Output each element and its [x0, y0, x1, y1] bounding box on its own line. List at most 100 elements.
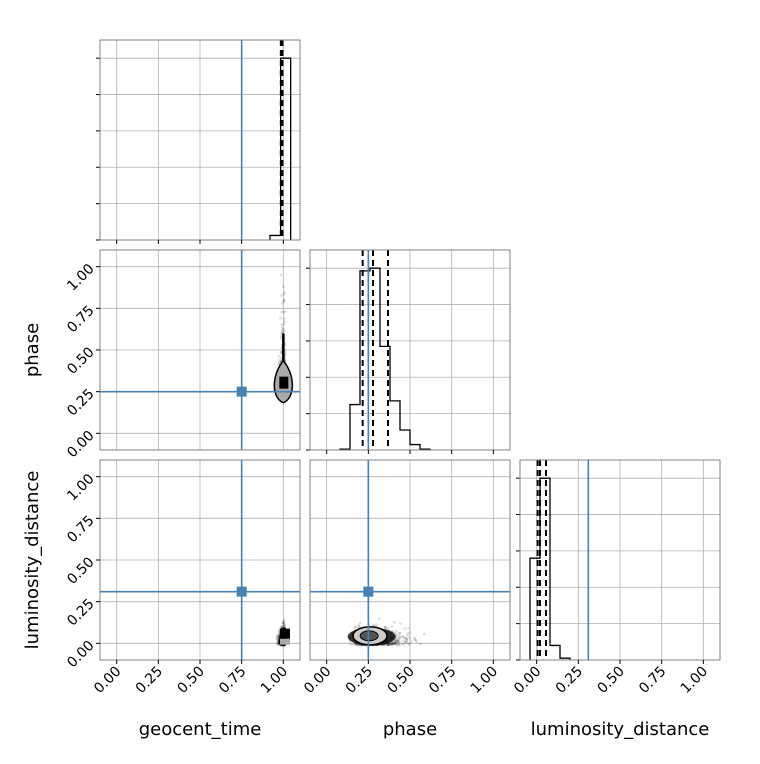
sample-point: [277, 631, 281, 635]
sample-point: [394, 641, 397, 645]
sample-point: [277, 637, 281, 641]
sample-point: [396, 637, 400, 641]
sample-point: [281, 621, 285, 625]
sample-point: [393, 620, 396, 624]
sample-point: [357, 623, 361, 627]
sample-point: [282, 622, 286, 626]
y-axis-label: luminosity_distance: [22, 471, 43, 650]
sample-point: [277, 642, 280, 646]
sample-point: [282, 298, 286, 302]
sample-point: [394, 638, 398, 642]
x-axis-label: luminosity_distance: [531, 719, 710, 740]
sample-point: [279, 334, 283, 338]
sample-point: [277, 639, 281, 643]
sample-point: [393, 642, 396, 646]
sample-point: [390, 643, 394, 646]
sample-point: [277, 640, 281, 644]
sample-point: [400, 642, 404, 646]
x-axis-label: geocent_time: [139, 719, 262, 740]
sample-point: [386, 643, 389, 646]
sample-point: [276, 634, 280, 638]
sample-point: [405, 640, 408, 644]
sample-point: [399, 622, 402, 626]
sample-point: [388, 642, 392, 646]
sample-point: [275, 636, 279, 639]
sample-point: [404, 636, 407, 640]
sample-point: [390, 642, 393, 645]
sample-point: [407, 641, 411, 645]
sample-point: [283, 310, 287, 314]
x-tick-label: 0.25: [343, 664, 376, 697]
sample-point: [279, 356, 283, 360]
histogram-bar: [400, 430, 410, 450]
panel-geocent_time-vs-phase: [99, 249, 301, 451]
sample-point: [408, 631, 412, 634]
density-halo: [280, 638, 290, 645]
sample-point: [277, 641, 280, 644]
sample-point: [391, 642, 395, 646]
x-tick-label: 1.00: [468, 664, 501, 697]
histogram-bar: [390, 401, 400, 450]
sample-point: [419, 642, 422, 646]
sample-point: [391, 641, 394, 645]
sample-point: [397, 636, 401, 640]
sample-point: [415, 640, 419, 643]
panel-phase-vs-luminosity_distance: [309, 459, 511, 661]
sample-point: [276, 636, 279, 640]
sample-point: [397, 643, 401, 646]
panel-phase: [306, 249, 511, 454]
sample-point: [277, 638, 281, 642]
sample-point: [401, 639, 405, 643]
sample-point: [279, 316, 282, 320]
panel-luminosity_distance: [516, 459, 721, 661]
sample-point: [385, 643, 389, 646]
sample-point: [276, 634, 280, 638]
density-core: [280, 628, 290, 639]
sample-point: [283, 320, 286, 324]
sample-point: [280, 626, 284, 629]
sample-point: [398, 636, 402, 640]
x-tick-label: 0.75: [216, 664, 249, 697]
sample-point: [393, 641, 397, 645]
sample-point: [393, 640, 397, 644]
sample-point: [276, 638, 280, 642]
sample-point: [281, 327, 285, 331]
sample-point: [282, 621, 285, 625]
sample-point: [384, 626, 387, 630]
truth-marker: [236, 586, 247, 597]
x-tick-label: 1.00: [678, 664, 711, 697]
y-tick-label: 0.00: [64, 638, 97, 671]
sample-point: [396, 640, 400, 643]
sample-point: [391, 642, 394, 646]
x-tick-label: 0.00: [511, 664, 544, 697]
x-tick-label: 0.00: [301, 664, 334, 697]
histogram-step: [269, 57, 292, 240]
sample-point: [355, 643, 359, 647]
y-axis-label: phase: [22, 323, 43, 377]
sample-point: [277, 638, 281, 642]
histogram-bar: [270, 235, 281, 240]
sample-point: [351, 642, 355, 645]
sample-point: [405, 636, 408, 640]
sample-point: [282, 618, 286, 622]
sample-point: [396, 639, 400, 643]
x-tick-label: 0.75: [426, 664, 459, 697]
sample-point: [282, 300, 286, 303]
sample-point: [354, 625, 357, 629]
sample-point: [395, 634, 398, 638]
sample-point: [394, 638, 398, 642]
sample-point: [394, 629, 398, 633]
truth-marker: [363, 586, 374, 597]
sample-point: [401, 635, 405, 638]
y-tick-label: 0.75: [64, 513, 97, 546]
sample-point: [279, 310, 283, 314]
x-tick-label: 0.75: [636, 664, 669, 697]
panel-geocent_time: [96, 39, 301, 244]
sample-point: [280, 323, 284, 327]
sample-point: [386, 643, 390, 647]
x-tick-label: 1.00: [258, 664, 291, 697]
sample-point: [282, 310, 286, 314]
sample-point: [282, 299, 286, 303]
sample-point: [282, 625, 286, 629]
